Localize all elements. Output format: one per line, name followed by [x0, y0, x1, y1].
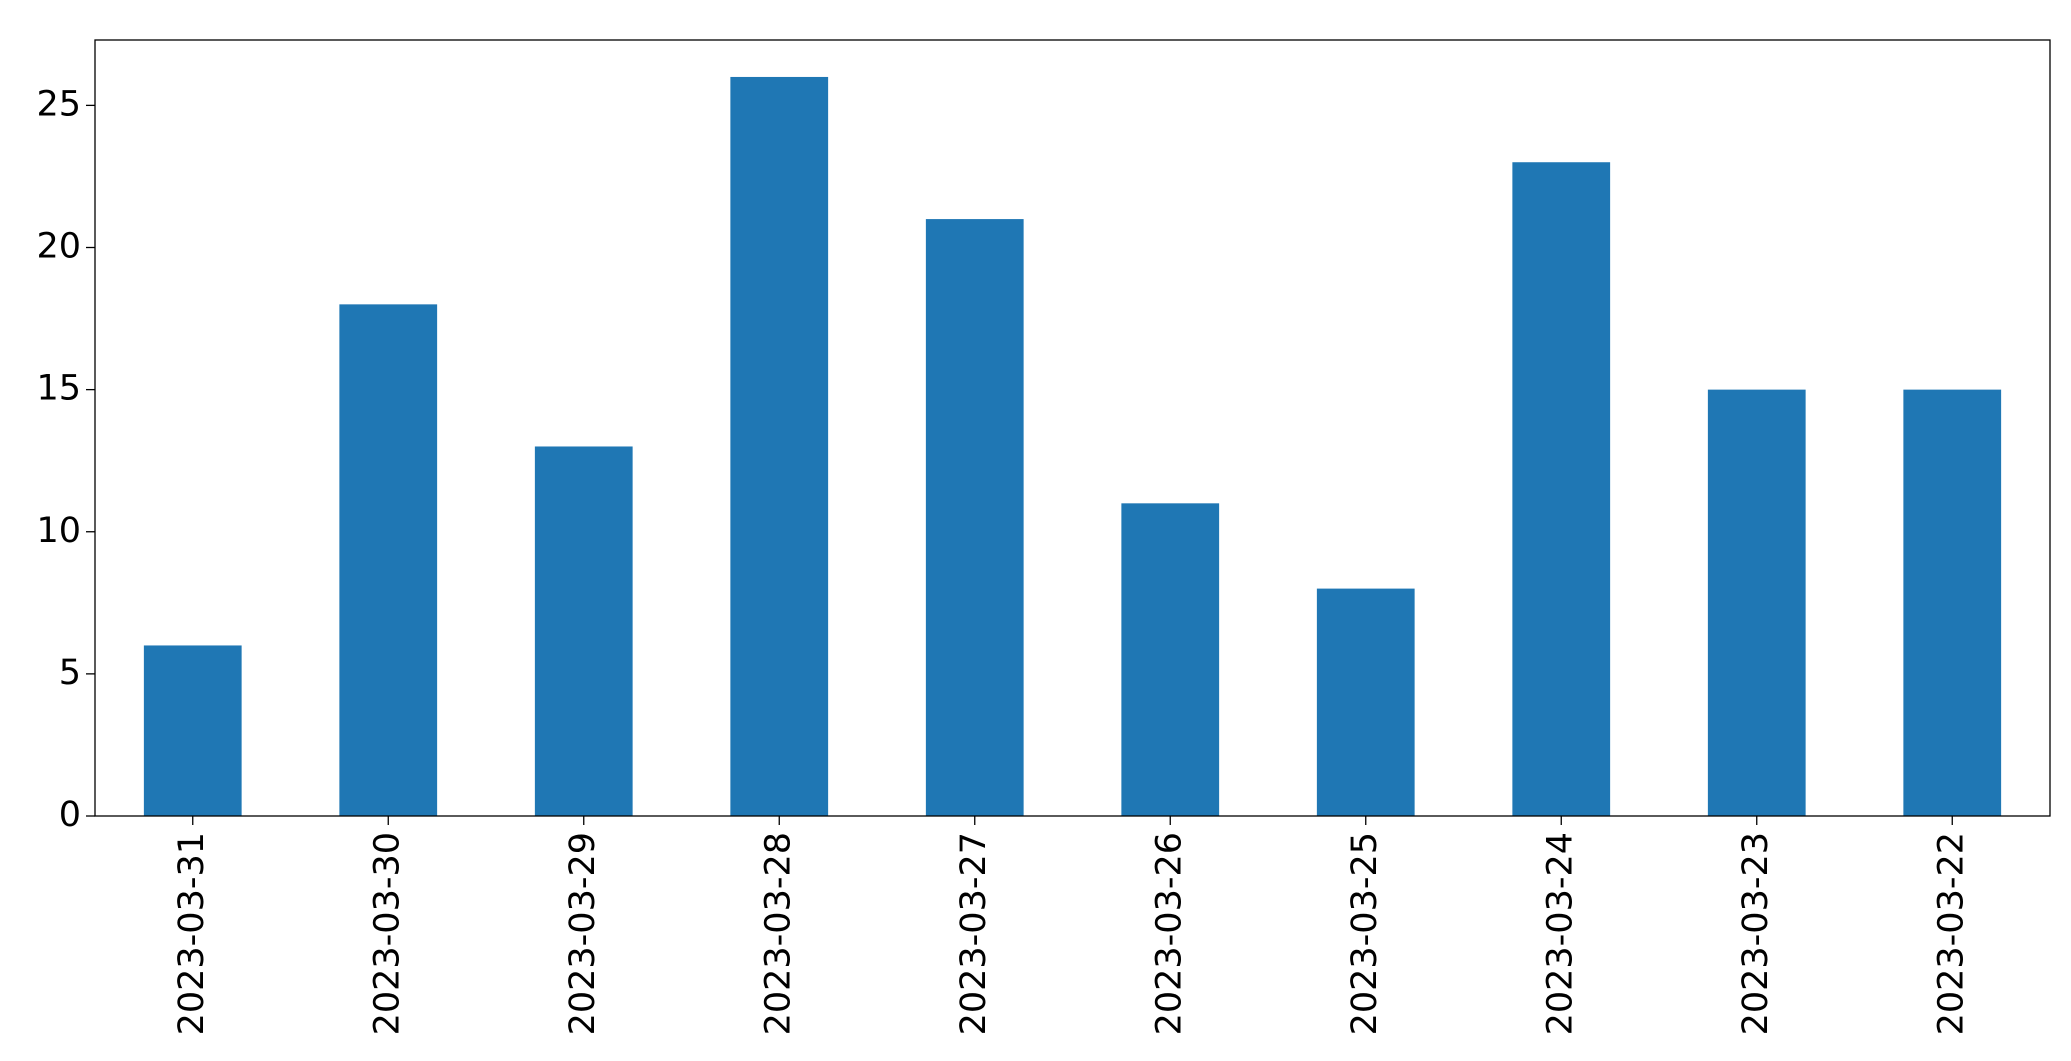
x-tick-label: 2023-03-28: [758, 832, 798, 1035]
bar: [1903, 389, 2002, 816]
y-tick-label: 20: [36, 227, 81, 267]
x-tick-label: 2023-03-26: [1149, 832, 1189, 1035]
x-tick-label: 2023-03-22: [1931, 832, 1971, 1035]
x-tick-label: 2023-03-30: [367, 832, 407, 1035]
bar: [339, 304, 438, 816]
y-tick-label: 10: [36, 511, 81, 551]
y-tick-label: 5: [59, 653, 81, 693]
bar: [1121, 503, 1220, 816]
y-tick-label: 0: [59, 795, 81, 835]
x-tick-label: 2023-03-31: [172, 832, 212, 1035]
x-tick-label: 2023-03-29: [563, 832, 603, 1035]
x-tick-label: 2023-03-23: [1736, 832, 1776, 1035]
bar: [1316, 588, 1415, 816]
bar: [730, 76, 829, 816]
x-tick-label: 2023-03-27: [954, 832, 994, 1035]
x-tick-label: 2023-03-24: [1540, 832, 1580, 1035]
x-tick-label: 2023-03-25: [1345, 832, 1385, 1035]
y-tick-label: 15: [36, 369, 81, 409]
plot-frame: [94, 39, 2051, 817]
bar: [143, 645, 242, 816]
y-tick-label: 25: [36, 84, 81, 124]
bar: [1512, 162, 1611, 816]
bar: [1707, 389, 1806, 816]
bar: [925, 219, 1024, 817]
bar: [534, 446, 633, 816]
